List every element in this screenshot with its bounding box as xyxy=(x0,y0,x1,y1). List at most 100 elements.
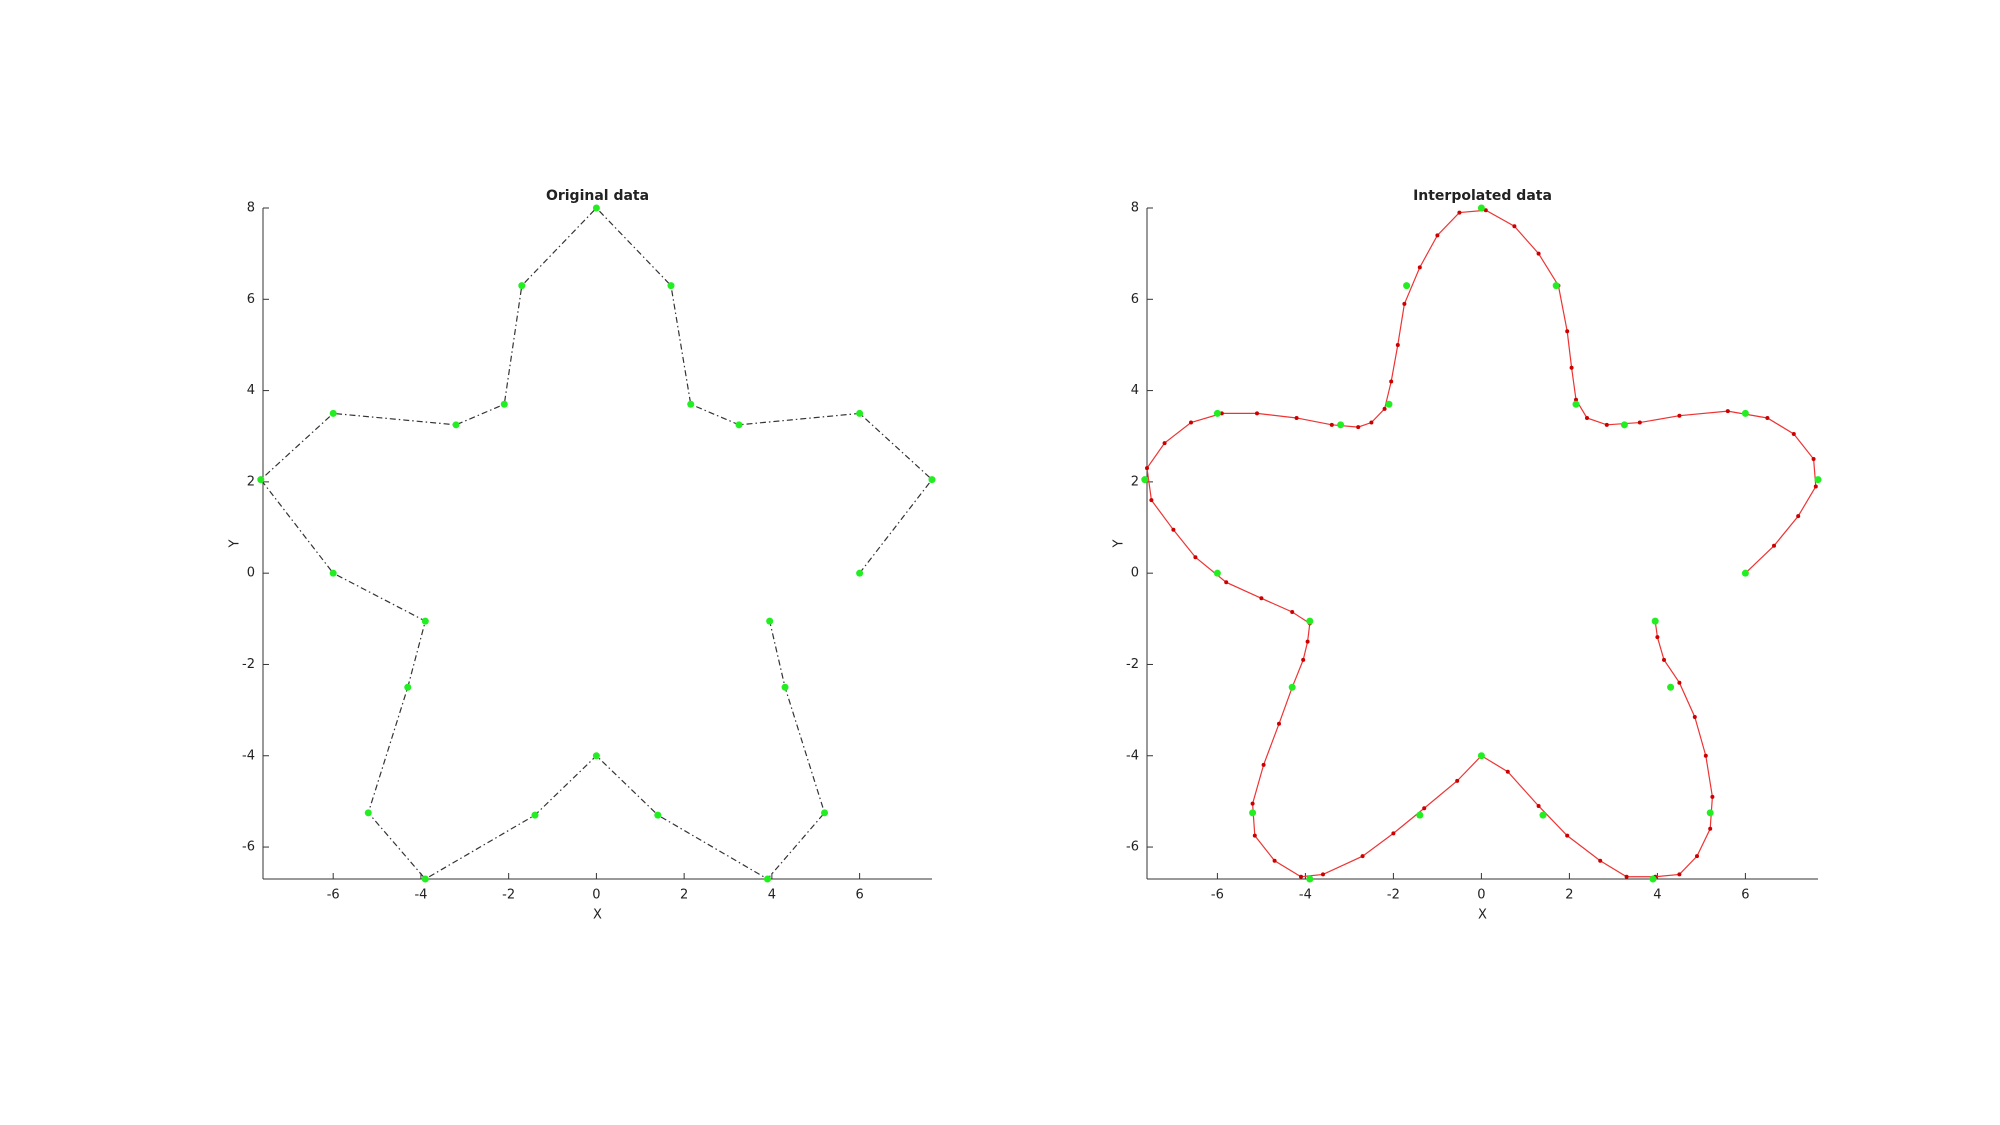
point xyxy=(1539,811,1547,819)
y-tick-label: -2 xyxy=(1126,657,1139,672)
point xyxy=(1598,858,1603,863)
y-tick-label: 2 xyxy=(1131,474,1139,489)
point xyxy=(1569,365,1574,370)
point xyxy=(257,476,265,484)
point xyxy=(1435,233,1440,238)
point xyxy=(1189,420,1193,425)
y-tick-label: -2 xyxy=(242,657,255,672)
point xyxy=(1294,415,1299,420)
point xyxy=(364,809,372,817)
point xyxy=(735,421,743,429)
point xyxy=(1337,421,1345,429)
point xyxy=(1811,457,1816,462)
point xyxy=(1259,596,1264,601)
chart-title: Interpolated data xyxy=(1413,188,1552,204)
point xyxy=(1585,415,1589,420)
point xyxy=(1483,208,1488,213)
x-tick-label: -4 xyxy=(414,888,427,903)
x-tick-label: 0 xyxy=(592,888,600,903)
point xyxy=(1565,833,1570,838)
point xyxy=(821,809,829,817)
point xyxy=(1604,422,1609,427)
point xyxy=(1505,769,1510,774)
x-tick-label: 6 xyxy=(1741,888,1749,903)
point xyxy=(1417,265,1422,270)
point xyxy=(531,811,539,819)
point xyxy=(1391,831,1396,836)
point xyxy=(1695,854,1699,859)
point xyxy=(1416,811,1424,819)
point xyxy=(329,409,337,417)
point xyxy=(1725,409,1730,414)
point xyxy=(763,875,771,883)
point xyxy=(1667,683,1675,691)
point xyxy=(1772,543,1776,548)
point xyxy=(1624,874,1629,879)
point xyxy=(1141,476,1149,484)
point xyxy=(1193,555,1198,560)
point xyxy=(1813,484,1818,489)
point xyxy=(1565,329,1570,334)
point xyxy=(404,683,412,691)
point xyxy=(856,409,864,417)
x-tick-label: 6 xyxy=(855,888,863,903)
y-tick-label: -4 xyxy=(1126,748,1139,763)
point xyxy=(452,421,460,429)
series-line xyxy=(259,207,933,880)
x-tick-label: -4 xyxy=(1299,888,1312,903)
y-tick-label: 6 xyxy=(1131,292,1139,307)
point xyxy=(1637,420,1642,425)
y-tick-label: 4 xyxy=(247,383,255,398)
x-tick-label: -6 xyxy=(1211,888,1224,903)
y-axis-label: Y xyxy=(228,539,243,548)
x-tick-label: 4 xyxy=(768,888,776,903)
y-tick-label: 4 xyxy=(1131,383,1139,398)
point xyxy=(1162,441,1167,446)
y-tick-label: -6 xyxy=(242,840,255,855)
point xyxy=(856,569,864,577)
point xyxy=(687,400,695,408)
point xyxy=(421,875,429,883)
point xyxy=(1552,282,1560,290)
point xyxy=(1224,580,1229,585)
point xyxy=(1306,875,1314,883)
point xyxy=(1360,854,1365,859)
point xyxy=(1703,753,1708,758)
point xyxy=(1814,476,1822,484)
point xyxy=(1574,397,1578,402)
point xyxy=(1382,406,1387,411)
y-tick-label: 8 xyxy=(247,201,255,216)
point xyxy=(1277,721,1281,726)
point xyxy=(1422,806,1427,811)
y-axis-label: Y xyxy=(1112,539,1127,548)
point xyxy=(1249,809,1257,817)
x-tick-label: -2 xyxy=(502,888,515,903)
point xyxy=(329,569,337,577)
point xyxy=(928,476,936,484)
point xyxy=(1572,400,1580,408)
point xyxy=(1655,635,1660,640)
x-tick-label: -2 xyxy=(1387,888,1400,903)
point xyxy=(421,617,429,625)
point xyxy=(1536,251,1541,256)
point xyxy=(1455,778,1460,783)
point xyxy=(781,683,789,691)
point xyxy=(1219,411,1224,416)
point xyxy=(1765,415,1770,420)
point xyxy=(1306,617,1314,625)
point xyxy=(1692,714,1697,719)
point xyxy=(518,282,526,290)
point xyxy=(1213,409,1221,417)
point xyxy=(1261,762,1266,767)
point xyxy=(1706,809,1714,817)
point xyxy=(1710,794,1715,799)
point xyxy=(1252,833,1257,838)
x-axis-label: X xyxy=(593,908,602,923)
point xyxy=(654,811,662,819)
point xyxy=(1356,425,1361,430)
point xyxy=(1402,301,1407,306)
point xyxy=(592,204,600,212)
point xyxy=(1649,875,1657,883)
